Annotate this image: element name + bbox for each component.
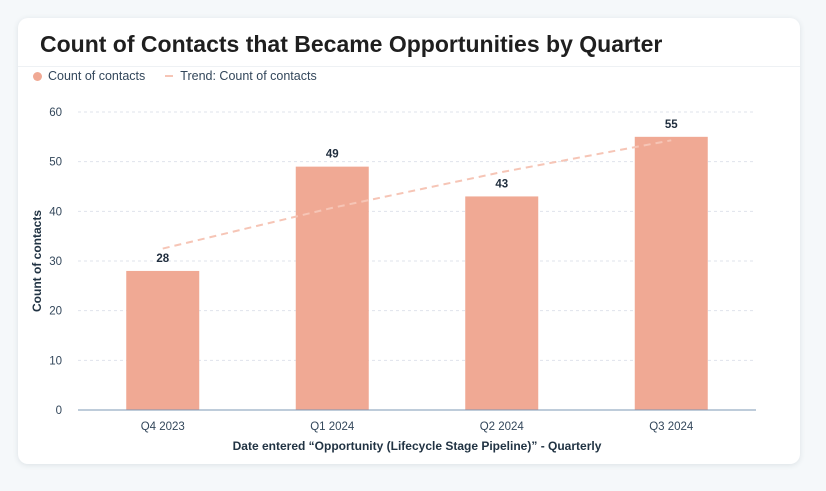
y-tick-label: 0 — [56, 405, 62, 417]
bar — [295, 166, 369, 410]
y-tick-label: 60 — [49, 107, 62, 119]
legend-label-trend: Trend: Count of contacts — [180, 69, 317, 83]
bar — [126, 270, 200, 410]
y-tick-label: 30 — [49, 256, 62, 268]
axes: 0 10 20 30 40 50 60 Q4 2023 Q1 2024 Q2 2024 Q3 202… — [49, 107, 756, 433]
data-labels: 28 49 43 55 — [156, 119, 678, 265]
legend-item-bars[interactable]: Count of contacts — [33, 69, 145, 83]
legend-label-bars: Count of contacts — [48, 69, 146, 83]
x-tick-label: Q2 2024 — [480, 421, 525, 433]
chart-legend: Count of contacts Trend: Count of contac… — [33, 68, 337, 84]
bars — [126, 136, 708, 411]
y-tick-label: 20 — [49, 306, 62, 318]
x-tick-label: Q4 2023 — [141, 421, 185, 433]
y-tick-label: 50 — [49, 157, 62, 169]
data-label: 49 — [326, 149, 339, 161]
data-label: 28 — [156, 253, 169, 265]
x-axis-title: Date entered “Opportunity (Lifecycle Sta… — [233, 439, 602, 453]
trend-line — [162, 139, 672, 250]
bar-swatch-icon — [33, 71, 42, 81]
x-tick-label: Q3 2024 — [649, 421, 694, 433]
trend-line-path — [162, 139, 672, 250]
y-tick-label: 40 — [49, 206, 62, 218]
y-tick-label: 10 — [49, 355, 62, 367]
trend-dash-icon — [165, 75, 174, 77]
header-divider — [18, 66, 800, 67]
bar — [634, 136, 708, 411]
data-label: 43 — [495, 178, 508, 190]
x-tick-label: Q1 2024 — [310, 421, 355, 433]
chart-title: Count of Contacts that Became Opportunit… — [40, 31, 663, 57]
y-axis-title: Count of contacts — [30, 210, 44, 312]
data-label: 55 — [665, 119, 678, 131]
bar — [465, 196, 539, 410]
legend-item-trend[interactable]: Trend: Count of contacts — [165, 69, 317, 83]
